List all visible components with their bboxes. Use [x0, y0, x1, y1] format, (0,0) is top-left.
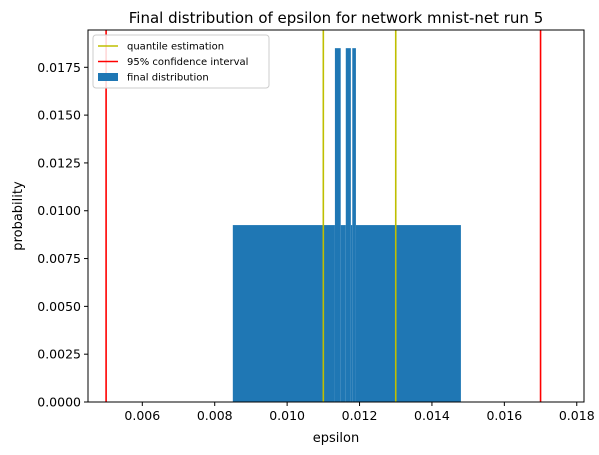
histogram-bar-4	[350, 225, 353, 402]
x-axis-ticks: 0.006 0.008 0.010 0.012 0.014 0.016 0.018	[124, 402, 595, 423]
vlines-group	[105, 30, 542, 402]
legend-box	[92, 34, 270, 89]
histogram-bar-3	[345, 48, 351, 402]
histogram-bar-5	[352, 48, 356, 402]
legend-label-quantile-estimation: quantile estimation	[127, 42, 224, 53]
y-axis-label: probability	[11, 181, 26, 251]
y-tick-label-2: 0.0050	[37, 299, 81, 314]
x-tick-label-4: 0.014	[414, 408, 450, 423]
y-tick-label-6: 0.0150	[37, 108, 81, 123]
x-tick-label-0: 0.006	[124, 408, 160, 423]
plot-frame	[87, 29, 585, 403]
legend-label-final-distribution: final distribution	[127, 73, 209, 84]
legend-swatch-final-distribution	[98, 73, 118, 81]
y-tick-label-0: 0.0000	[37, 395, 81, 410]
histogram-bar-6	[355, 225, 461, 402]
x-tick-label-2: 0.010	[269, 408, 305, 423]
x-tick-label-5: 0.016	[486, 408, 522, 423]
y-tick-label-7: 0.0175	[37, 60, 81, 75]
x-tick-label-3: 0.012	[342, 408, 378, 423]
legend: quantile estimation 95% confidence interv…	[92, 34, 270, 89]
y-tick-label-1: 0.0025	[37, 347, 81, 362]
legend-label-95-confidence-interval: 95% confidence interval	[127, 57, 248, 68]
y-tick-label-3: 0.0075	[37, 251, 81, 266]
x-tick-label-1: 0.008	[197, 408, 233, 423]
histogram-bar-2	[340, 225, 346, 402]
x-tick-label-6: 0.018	[559, 408, 595, 423]
chart-title: Final distribution of epsilon for networ…	[129, 9, 544, 27]
y-tick-label-4: 0.0100	[37, 203, 81, 218]
histogram-bar-0	[232, 225, 335, 402]
histogram-bar-1	[334, 48, 341, 402]
bars-group	[232, 48, 461, 402]
y-axis-ticks: 0.0000 0.0025 0.0050 0.0075 0.0100 0.0125 0.01…	[37, 60, 88, 410]
y-tick-label-5: 0.0125	[37, 155, 81, 170]
x-axis-label: epsilon	[313, 431, 359, 446]
